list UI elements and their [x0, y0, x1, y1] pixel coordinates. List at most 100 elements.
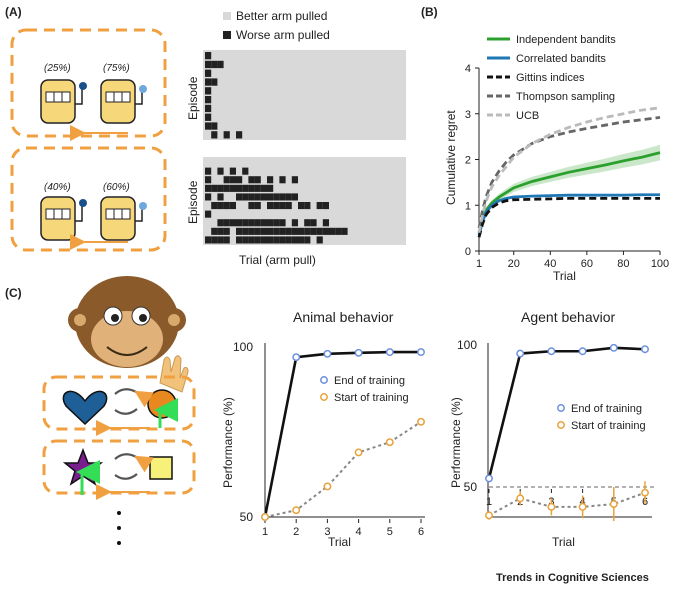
worse-arm-cell — [223, 236, 230, 244]
top-right-prob: (75%) — [103, 63, 130, 74]
worse-arm-cell — [223, 184, 230, 192]
worse-arm-cell — [223, 131, 230, 139]
data-point — [516, 349, 525, 358]
series-line — [264, 420, 422, 518]
legend-swatch-better — [223, 12, 231, 20]
worse-arm-cell — [205, 113, 212, 121]
worse-arm-cell — [217, 60, 224, 69]
series-line — [488, 491, 646, 517]
y-tick-label: 0 — [465, 246, 471, 258]
x-tick-label: 20 — [508, 258, 520, 270]
data-point — [578, 502, 587, 511]
worse-arm-cell — [205, 69, 212, 77]
raster-top-ylabel: Episode — [186, 76, 200, 120]
worse-arm-cell — [211, 60, 218, 69]
worse-arm-cell — [211, 78, 218, 86]
worse-arm-cell — [267, 193, 274, 201]
worse-arm-cell — [298, 227, 305, 235]
worse-arm-cell — [285, 202, 292, 210]
worse-arm-cell — [316, 236, 323, 244]
worse-arm-cell — [211, 131, 218, 139]
agent-behavior-chart: Agent behavior Performance (%) Trial 123… — [449, 309, 657, 549]
worse-arm-cell — [254, 193, 261, 201]
worse-arm-cell — [254, 227, 261, 235]
bandit-task-top: (25%) (75%) — [10, 28, 167, 141]
data-point — [323, 349, 332, 358]
worse-arm-cell — [291, 227, 298, 235]
y-tick-label: 50 — [240, 510, 254, 524]
worse-arm-cell — [236, 219, 243, 227]
x-tick-label: 2 — [293, 526, 299, 538]
monkey-icon — [68, 276, 186, 368]
legend-label: Thompson sampling — [516, 91, 615, 103]
worse-arm-cell — [322, 219, 329, 227]
worse-arm-cell — [279, 219, 286, 227]
worse-arm-cell — [242, 193, 249, 201]
x-tick-label: 4 — [356, 526, 362, 538]
legend-label: Gittins indices — [516, 72, 585, 84]
worse-arm-cell — [279, 193, 286, 201]
data-point — [261, 513, 269, 521]
data-point — [485, 511, 493, 520]
data-point — [578, 347, 587, 356]
worse-arm-cell — [310, 227, 317, 235]
y-tick-label: 3 — [465, 109, 471, 121]
worse-arm-cell — [236, 227, 243, 235]
worse-arm-cell — [316, 202, 323, 210]
worse-arm-cell — [279, 176, 286, 184]
series-line — [487, 346, 646, 479]
y-tick-label: 50 — [464, 480, 478, 494]
ellipsis-dots — [117, 511, 121, 545]
worse-arm-cell — [217, 236, 224, 244]
data-point — [354, 448, 363, 457]
data-point — [385, 348, 394, 357]
data-point — [292, 353, 301, 362]
legend-marker — [557, 421, 565, 429]
data-point — [354, 348, 363, 357]
x-tick-label: 1 — [486, 496, 492, 508]
data-point — [385, 438, 394, 447]
swap-icon — [114, 408, 138, 415]
legend-label: Correlated bandits — [516, 53, 606, 65]
worse-arm-cell — [304, 202, 311, 210]
worse-arm-cell — [205, 122, 212, 130]
worse-arm-cell — [223, 176, 230, 184]
worse-arm-cell — [298, 236, 305, 244]
x-tick-label: 1 — [476, 258, 482, 270]
worse-arm-cell — [229, 184, 236, 192]
worse-arm-cell — [273, 193, 280, 201]
worse-arm-cell — [273, 236, 280, 244]
data-point — [292, 506, 301, 515]
y-tick-label: 2 — [465, 155, 471, 167]
worse-arm-cell — [304, 219, 311, 227]
bandit-task-bottom: (40%) (60%) — [10, 146, 167, 252]
worse-arm-cell — [260, 184, 267, 192]
bottom-left-prob: (40%) — [44, 182, 71, 193]
series-line — [477, 151, 661, 234]
chart-title: Animal behavior — [293, 309, 394, 325]
worse-arm-cell — [229, 219, 236, 227]
worse-arm-cell — [310, 219, 317, 227]
x-axis-label: Trial — [553, 269, 576, 283]
worse-arm-cell — [279, 236, 286, 244]
worse-arm-cell — [298, 202, 305, 210]
worse-arm-cell — [211, 122, 218, 130]
worse-arm-cell — [205, 236, 212, 244]
legend-label: Independent bandits — [516, 34, 616, 46]
worse-arm-cell — [260, 193, 267, 201]
chart-title: Agent behavior — [521, 309, 616, 325]
worse-arm-cell — [267, 184, 274, 192]
worse-arm-cell — [223, 202, 230, 210]
series-line — [263, 350, 421, 518]
data-point — [609, 500, 618, 508]
worse-arm-cell — [205, 87, 212, 95]
worse-arm-cell — [248, 193, 255, 201]
raster-top-bg — [203, 50, 406, 140]
panel-label-b: (B) — [421, 5, 438, 19]
worse-arm-cell — [316, 227, 323, 235]
worse-arm-cell — [322, 202, 329, 210]
x-axis-label: Trial — [552, 535, 575, 549]
worse-arm-cell — [236, 236, 243, 244]
worse-arm-cell — [285, 227, 292, 235]
series-line — [477, 193, 660, 236]
